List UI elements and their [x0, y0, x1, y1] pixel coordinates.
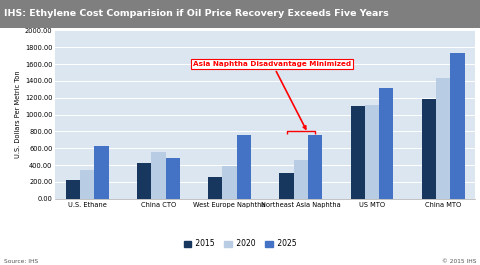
Bar [422, 99, 436, 199]
Bar [223, 166, 237, 199]
Text: IHS: Ethylene Cost Comparision if Oil Price Recovery Exceeds Five Years: IHS: Ethylene Cost Comparision if Oil Pr… [4, 10, 389, 18]
Bar [436, 78, 450, 199]
Y-axis label: U.S. Dollars Per Metric Ton: U.S. Dollars Per Metric Ton [14, 71, 21, 158]
Text: © 2015 IHS: © 2015 IHS [442, 259, 476, 264]
Bar [208, 177, 223, 199]
Bar [151, 152, 166, 199]
Text: Asia Naphtha Disadvantage Minimized: Asia Naphtha Disadvantage Minimized [193, 61, 351, 129]
Bar [237, 135, 251, 199]
Bar [450, 53, 465, 199]
Bar [279, 173, 294, 199]
Bar [80, 170, 95, 199]
Bar [365, 104, 379, 199]
Bar [66, 180, 80, 199]
Bar [379, 88, 393, 199]
Bar [95, 146, 108, 199]
Bar [166, 157, 180, 199]
Bar [294, 160, 308, 199]
Bar [350, 106, 365, 199]
Bar [308, 135, 322, 199]
Bar [137, 164, 151, 199]
Legend:  2015,  2020,  2025: 2015, 2020, 2025 [180, 236, 300, 251]
Text: Source: IHS: Source: IHS [4, 259, 38, 264]
